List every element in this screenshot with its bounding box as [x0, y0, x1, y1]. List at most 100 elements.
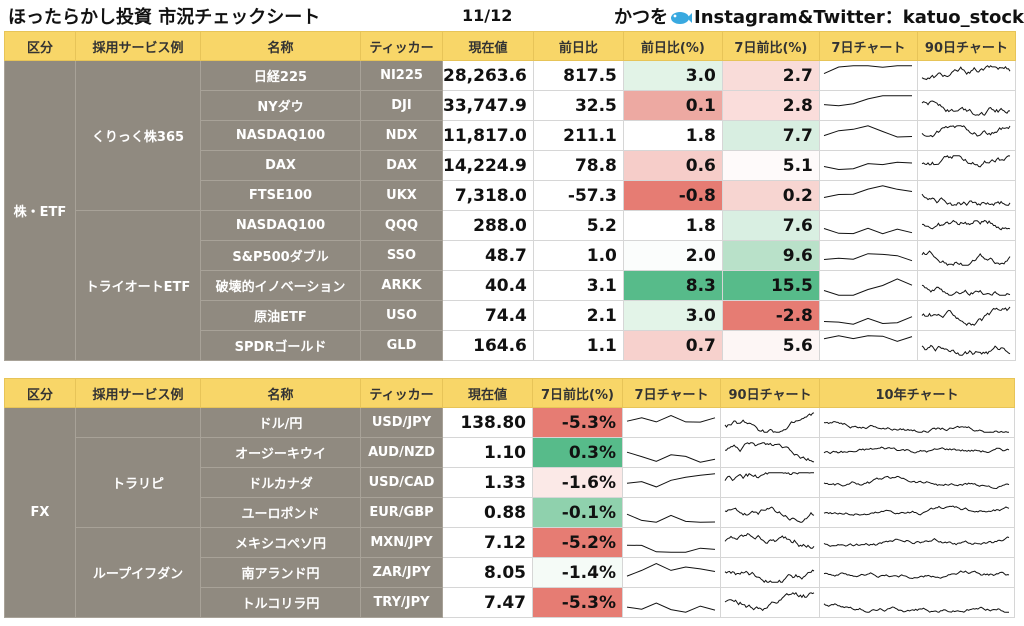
service-cell	[75, 407, 201, 438]
spark-7d	[818, 180, 918, 211]
ticker-cell: EUR/GBP	[360, 497, 443, 528]
sheet-title: ほったらかし投資 市況チェックシート	[8, 7, 321, 28]
spark-90d	[916, 300, 1016, 331]
w_pct-cell: -1.6%	[532, 467, 623, 498]
price-cell: 48.7	[442, 240, 534, 271]
name-cell: DAX	[200, 150, 361, 181]
col-header: 10年チャート	[819, 378, 1015, 408]
ticker-cell: TRY/JPY	[360, 587, 443, 618]
col-header: 7日チャート	[818, 31, 918, 61]
name-cell: ドル/円	[200, 407, 361, 438]
table-row: FX ドル/円 USD/JPY 138.80 -5.3%	[4, 407, 1015, 618]
spark-90d	[916, 240, 1016, 271]
chg_pct-cell: 0.7	[622, 330, 723, 361]
name-cell: 破壊的イノベーション	[200, 270, 361, 301]
spark-90d	[720, 497, 820, 528]
spark-7d	[622, 407, 721, 438]
col-header: 採用サービス例	[75, 31, 201, 61]
table-row: FTSE100 UKX 7,318.0 -57.3 -0.8 0.2	[5, 180, 1016, 211]
price-cell: 164.6	[442, 330, 534, 361]
w_pct-cell: -5.2%	[532, 527, 623, 558]
service-cell: トラリピ	[75, 437, 201, 528]
spark-90d	[916, 330, 1016, 361]
credit: かつを Instagram&Twitter：katuo_stock	[614, 3, 1024, 29]
spark-90d	[720, 467, 820, 498]
w_pct-cell: -1.4%	[532, 557, 623, 588]
spark-10y	[819, 437, 1015, 468]
col-header: 7日チャート	[622, 378, 721, 408]
col-header: 現在値	[442, 31, 534, 61]
fish-icon	[671, 12, 692, 24]
chg-cell: -57.3	[532, 180, 624, 211]
col-header: 前日比(%)	[622, 31, 723, 61]
chg-cell: 78.8	[532, 150, 624, 181]
name-cell: ユーロポンド	[200, 497, 361, 528]
chg_pct-cell: 1.8	[622, 210, 723, 241]
table-row: 破壊的イノベーション ARKK 40.4 3.1 8.3 15.5	[5, 270, 1016, 301]
chg_pct-cell: -0.8	[622, 180, 723, 211]
spark-90d	[916, 150, 1016, 181]
chg_pct-cell: 2.0	[622, 240, 723, 271]
category-cell: FX	[4, 407, 76, 618]
col-header: 7日前比(%)	[721, 31, 820, 61]
spark-7d	[818, 300, 918, 331]
name-cell: S&P500ダブル	[200, 240, 361, 271]
table-divider	[0, 366, 1024, 378]
ticker-cell: USO	[360, 300, 443, 331]
col-header: 90日チャート	[916, 31, 1016, 61]
ticker-cell: QQQ	[360, 210, 443, 241]
col-header: 7日前比(%)	[532, 378, 623, 408]
ticker-cell: GLD	[360, 330, 443, 361]
w_pct-cell: 2.8	[721, 90, 820, 121]
col-header: 採用サービス例	[75, 378, 201, 408]
spark-7d	[622, 497, 721, 528]
table-row: 南アランド円 ZAR/JPY 8.05 -1.4%	[5, 557, 1015, 588]
spark-7d	[622, 557, 721, 588]
spark-7d	[622, 467, 721, 498]
chg-cell: 5.2	[532, 210, 624, 241]
w_pct-cell: -2.8	[721, 300, 820, 331]
spark-10y	[819, 497, 1015, 528]
w_pct-cell: -0.1%	[532, 497, 623, 528]
chg-cell: 32.5	[532, 90, 624, 121]
table-row: ループイフダン メキシコペソ円 MXN/JPY 7.12 -5.2%	[5, 527, 1015, 618]
ticker-cell: AUD/NZD	[360, 437, 443, 468]
ticker-cell: UKX	[360, 180, 443, 211]
price-cell: 7.47	[442, 587, 533, 618]
service-cell: くりっく株365	[75, 60, 201, 211]
spark-90d	[916, 90, 1016, 121]
ticker-cell: ARKK	[360, 270, 443, 301]
ticker-cell: USD/JPY	[360, 407, 443, 438]
credit-handle: Instagram&Twitter：katuo_stock	[694, 7, 1024, 28]
name-cell: メキシコペソ円	[200, 527, 361, 558]
ticker-cell: SSO	[360, 240, 443, 271]
chg_pct-cell: 8.3	[622, 270, 723, 301]
spark-7d	[818, 210, 918, 241]
price-cell: 0.88	[442, 497, 533, 528]
name-cell: オージーキウイ	[200, 437, 361, 468]
col-header: 前日比	[532, 31, 624, 61]
chg-cell: 1.0	[532, 240, 624, 271]
chg-cell: 1.1	[532, 330, 624, 361]
w_pct-cell: -5.3%	[532, 587, 623, 618]
price-cell: 1.10	[442, 437, 533, 468]
table-row: ドルカナダ USD/CAD 1.33 -1.6%	[5, 467, 1015, 498]
spark-90d	[916, 60, 1016, 91]
w_pct-cell: -5.3%	[532, 407, 623, 438]
chg-cell: 3.1	[532, 270, 624, 301]
table-row: S&P500ダブル SSO 48.7 1.0 2.0 9.6	[5, 240, 1016, 271]
spark-10y	[819, 467, 1015, 498]
name-cell: NASDAQ100	[200, 210, 361, 241]
price-cell: 74.4	[442, 300, 534, 331]
ticker-cell: USD/CAD	[360, 467, 443, 498]
spark-90d	[720, 407, 820, 438]
col-header: 区分	[4, 378, 76, 408]
name-cell: トルコリラ円	[200, 587, 361, 618]
w_pct-cell: 7.7	[721, 120, 820, 151]
w_pct-cell: 9.6	[721, 240, 820, 271]
spark-7d	[622, 587, 721, 618]
spark-7d	[622, 527, 721, 558]
ticker-cell: NDX	[360, 120, 443, 151]
spark-90d	[916, 180, 1016, 211]
spark-90d	[916, 120, 1016, 151]
